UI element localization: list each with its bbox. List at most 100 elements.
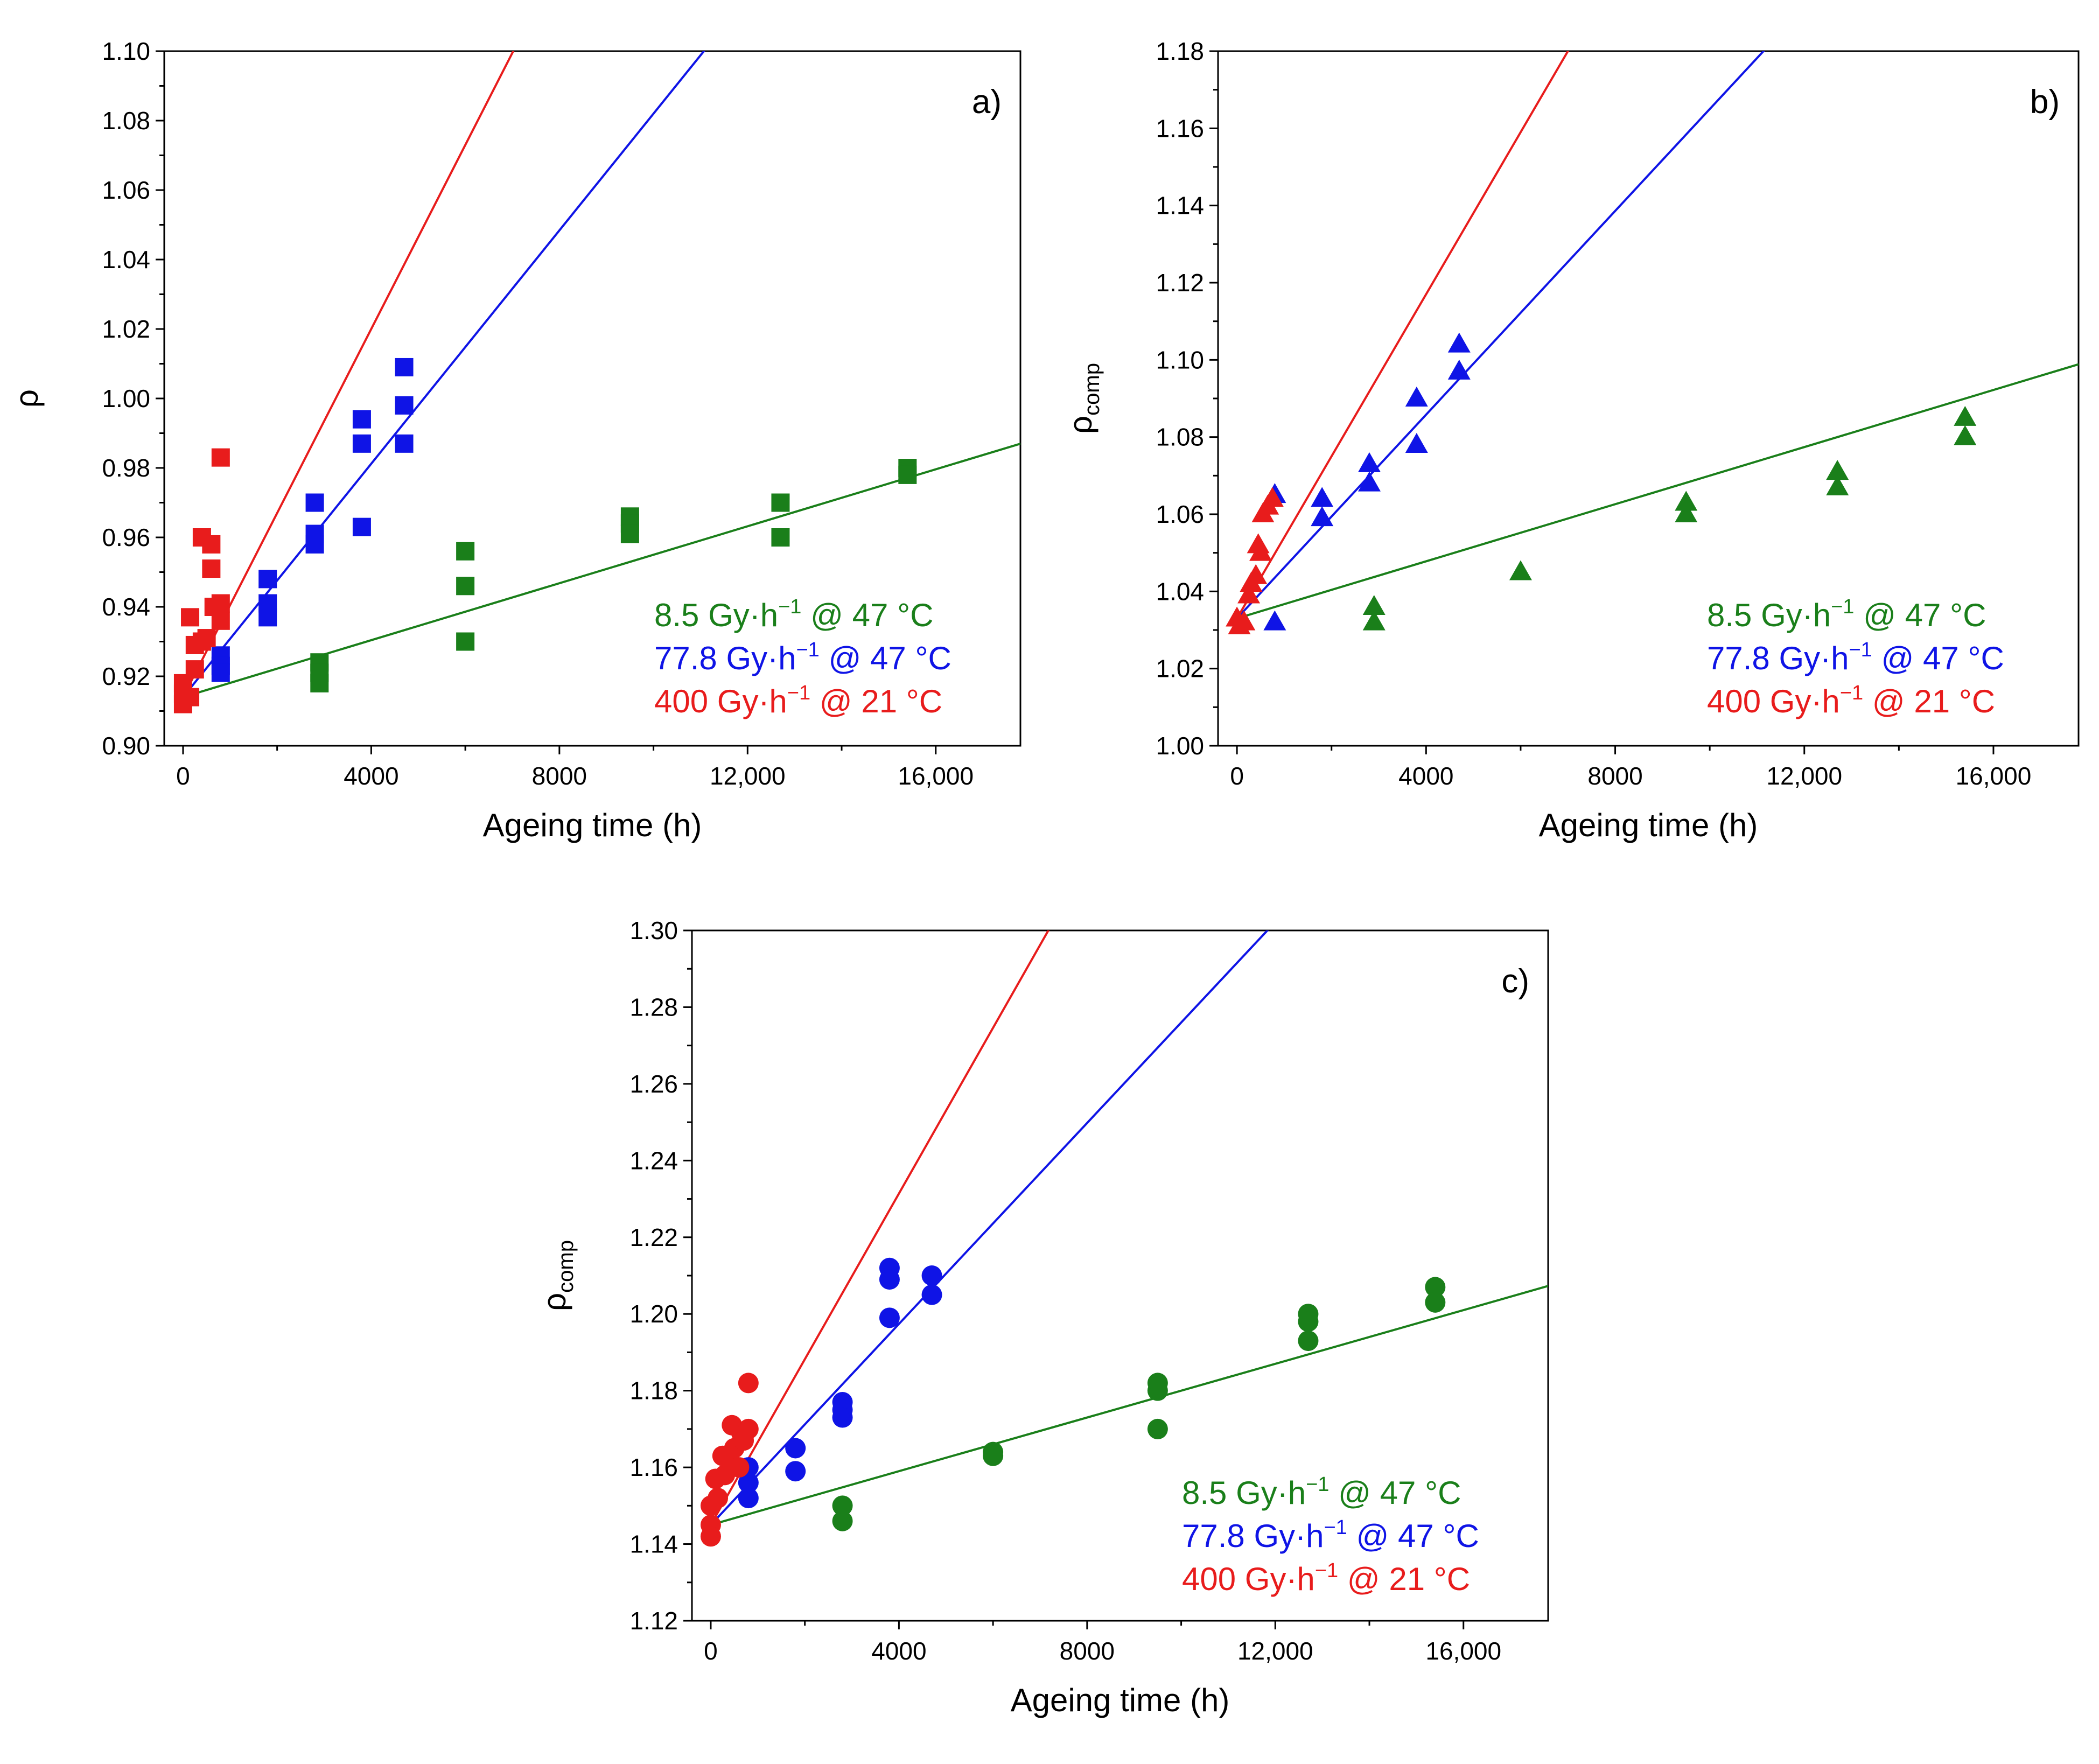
data-point (729, 1457, 750, 1478)
x-tick-label: 4000 (344, 762, 398, 790)
x-tick-label: 12,000 (1766, 762, 1842, 790)
fit-line (710, 930, 1050, 1525)
data-point (258, 608, 277, 627)
y-tick-label: 1.02 (102, 315, 150, 343)
data-point (921, 1265, 942, 1286)
data-point (305, 493, 324, 512)
data-point (1954, 405, 1977, 426)
y-tick-label: 1.22 (629, 1223, 678, 1251)
data-point (1675, 502, 1698, 522)
legend-entry: 8.5 Gy·h−1 @ 47 °C (1182, 1473, 1461, 1511)
y-tick-label: 0.94 (102, 593, 150, 621)
data-point (352, 434, 371, 453)
data-point (1358, 471, 1381, 492)
data-point (1447, 359, 1471, 380)
y-tick-label: 0.98 (102, 454, 150, 482)
y-tick-label: 1.12 (629, 1607, 678, 1635)
data-point (395, 434, 414, 453)
data-point (1509, 560, 1532, 580)
data-point (1237, 583, 1261, 604)
x-tick-label: 12,000 (1237, 1637, 1313, 1665)
data-point (879, 1269, 900, 1290)
y-tick-label: 1.10 (102, 37, 150, 65)
fit-line (182, 51, 515, 698)
data-point (202, 559, 221, 578)
data-point (395, 396, 414, 415)
data-point (832, 1510, 853, 1531)
data-point (1447, 332, 1471, 353)
data-point (1263, 610, 1286, 631)
data-point (310, 674, 329, 692)
data-point (202, 535, 221, 554)
data-point (211, 611, 230, 630)
data-point (738, 1488, 759, 1509)
data-point (211, 594, 230, 613)
fit-line (710, 1285, 1548, 1526)
y-tick-label: 1.06 (1156, 500, 1204, 528)
legend-entry: 77.8 Gy·h−1 @ 47 °C (654, 639, 951, 676)
legend-entry: 77.8 Gy·h−1 @ 47 °C (1182, 1516, 1479, 1554)
data-point (879, 1307, 900, 1328)
panel-label: c) (1501, 963, 1529, 1000)
data-point (211, 663, 230, 682)
data-point (1147, 1418, 1168, 1439)
data-point (395, 358, 414, 376)
panel-label: a) (972, 83, 1002, 121)
y-tick-label: 1.18 (1156, 37, 1204, 65)
x-tick-label: 8000 (1587, 762, 1642, 790)
y-tick-label: 1.14 (629, 1530, 678, 1558)
fit-line (1236, 363, 2079, 620)
x-axis-title: Ageing time (h) (1011, 1682, 1230, 1718)
y-tick-label: 1.04 (1156, 577, 1204, 605)
data-point (1954, 425, 1977, 445)
data-point (305, 535, 324, 554)
data-point (1311, 487, 1334, 507)
data-point (771, 493, 790, 512)
y-tick-label: 1.00 (1156, 732, 1204, 760)
data-point (352, 410, 371, 429)
legend-entry: 8.5 Gy·h−1 @ 47 °C (1707, 596, 1986, 633)
data-point (1425, 1292, 1446, 1313)
data-point (1298, 1331, 1319, 1352)
x-tick-label: 16,000 (898, 762, 974, 790)
legend-entry: 400 Gy·h−1 @ 21 °C (1182, 1559, 1470, 1597)
y-axis-title: ρcomp (1062, 363, 1104, 434)
panel-label: b) (2030, 83, 2060, 121)
data-point (185, 660, 204, 679)
data-point (983, 1445, 1004, 1466)
data-point (1244, 564, 1268, 584)
data-point (700, 1526, 721, 1547)
chart-panel-c: 0 4000 8000 12,000 16,000 1.12 1.14 1.16 1.18 1.2… (536, 916, 1549, 1718)
data-point (258, 570, 277, 589)
data-point (1362, 610, 1386, 631)
data-point (456, 542, 475, 561)
y-tick-label: 1.06 (102, 176, 150, 204)
fit-line (182, 51, 705, 698)
data-point (1311, 506, 1334, 527)
y-tick-label: 1.16 (1156, 114, 1204, 142)
chart-panel-a: 0 4000 8000 12,000 16,000 0.90 0.92 0.94 0.96 0.9… (9, 37, 1021, 843)
legend-entry: 400 Gy·h−1 @ 21 °C (654, 682, 942, 719)
data-point (1261, 487, 1284, 507)
y-tick-label: 1.20 (629, 1300, 678, 1328)
y-tick-label: 1.00 (102, 384, 150, 412)
data-point (738, 1418, 759, 1439)
x-tick-label: 0 (704, 1637, 718, 1665)
data-point (771, 528, 790, 547)
data-point (1405, 387, 1428, 407)
data-point (738, 1373, 759, 1394)
fit-line (1236, 51, 1765, 619)
y-tick-label: 1.04 (102, 246, 150, 274)
x-tick-label: 4000 (871, 1637, 926, 1665)
y-tick-label: 1.16 (629, 1453, 678, 1481)
legend-entry: 8.5 Gy·h−1 @ 47 °C (654, 596, 933, 633)
data-point (456, 632, 475, 651)
data-point (211, 448, 230, 467)
data-point (1298, 1311, 1319, 1332)
x-tick-label: 0 (176, 762, 190, 790)
data-point (1405, 433, 1428, 453)
x-axis-title: Ageing time (h) (483, 807, 702, 843)
data-point (456, 577, 475, 596)
data-point (1233, 610, 1256, 631)
